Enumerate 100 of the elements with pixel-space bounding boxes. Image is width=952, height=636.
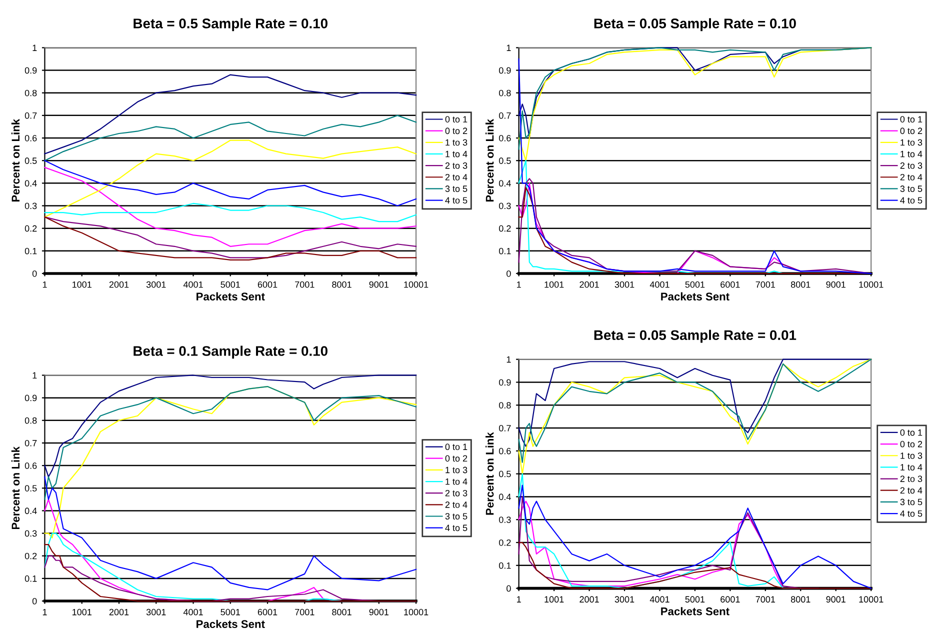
y-tick-label: 0 — [32, 598, 37, 604]
x-tick-label: 1001 — [544, 281, 564, 288]
y-tick-label: 0.2 — [24, 225, 37, 232]
y-tick-label: 0.2 — [499, 225, 511, 232]
x-tick-label: 9001 — [369, 608, 388, 616]
x-tick-label: 2001 — [580, 596, 599, 603]
legend-label: 3 to 5 — [900, 186, 922, 192]
x-tick-label: 8001 — [790, 596, 810, 603]
y-tick-label: 0.2 — [24, 552, 37, 560]
legend-label: 1 to 4 — [900, 464, 922, 470]
legend-label: 4 to 5 — [445, 197, 468, 204]
x-tick-label: 7001 — [295, 281, 314, 288]
y-tick-label: 0.1 — [24, 575, 37, 582]
line-series — [44, 544, 417, 602]
x-tick-label: 3001 — [146, 608, 166, 616]
legend-label: 3 to 5 — [445, 513, 468, 520]
x-tick-label: 10001 — [859, 281, 884, 288]
y-tick-label: 0.8 — [499, 402, 511, 408]
x-axis-title: Packets Sent — [661, 292, 730, 300]
line-series — [44, 74, 417, 154]
legend-label: 0 to 2 — [445, 128, 468, 134]
legend-label: 3 to 5 — [445, 186, 468, 192]
x-tick-label: 6001 — [720, 281, 740, 288]
legend-label: 0 to 1 — [900, 116, 922, 122]
x-tick-label: 9001 — [826, 596, 846, 603]
y-tick-label: 0.9 — [499, 67, 511, 74]
y-tick-label: 0.4 — [499, 180, 511, 187]
legend-label: 2 to 4 — [445, 502, 468, 508]
legend-label: 3 to 5 — [900, 498, 922, 506]
y-tick-label: 0.7 — [24, 112, 37, 119]
y-tick-label: 0 — [506, 585, 511, 592]
legend-label: 2 to 3 — [445, 490, 468, 496]
x-tick-label: 1001 — [544, 596, 564, 603]
legend-label: 1 to 3 — [446, 139, 468, 146]
x-tick-label: 1 — [517, 281, 521, 288]
line-series — [518, 58, 872, 274]
legend-label: 4 to 5 — [900, 197, 922, 204]
legend-label: 2 to 3 — [900, 476, 922, 482]
legend-label: 2 to 4 — [900, 174, 922, 180]
y-tick-label: 0.4 — [499, 494, 511, 500]
x-tick-label: 9001 — [826, 281, 846, 288]
x-tick-label: 6001 — [258, 608, 278, 616]
y-tick-label: 0.8 — [24, 417, 37, 424]
legend-label: 0 to 1 — [900, 429, 922, 436]
x-tick-label: 5001 — [685, 281, 705, 288]
chart-title: Beta = 0.1 Sample Rate = 0.10 — [134, 346, 328, 359]
y-tick-label: 0.4 — [24, 508, 37, 514]
x-tick-label: 7001 — [756, 281, 776, 288]
y-tick-label: 1 — [506, 44, 511, 51]
x-tick-label: 8001 — [332, 608, 352, 616]
line-series — [44, 160, 417, 206]
y-tick-label: 0.6 — [24, 462, 37, 469]
legend-label: 1 to 4 — [900, 150, 922, 158]
y-tick-label: 0.1 — [24, 248, 37, 254]
legend-label: 2 to 3 — [900, 162, 922, 169]
legend-label: 4 to 5 — [445, 524, 468, 532]
x-axis-title: Packets Sent — [196, 620, 265, 628]
legend-label: 0 to 2 — [900, 440, 922, 448]
legend-label: 2 to 4 — [445, 174, 468, 180]
x-tick-label: 9001 — [369, 281, 388, 288]
y-tick-label: 0.7 — [499, 424, 511, 432]
line-series — [44, 166, 417, 247]
legend-label: 1 to 3 — [446, 466, 468, 474]
x-tick-label: 4001 — [183, 281, 203, 288]
legend-label: 0 to 2 — [900, 128, 922, 134]
x-tick-label: 1 — [517, 596, 521, 602]
chart-title: Beta = 0.05 Sample Rate = 0.10 — [594, 18, 796, 32]
x-tick-label: 8001 — [790, 281, 810, 288]
y-tick-label: 0.6 — [499, 134, 511, 142]
y-tick-label: 1 — [506, 356, 511, 363]
line-series — [518, 542, 872, 589]
x-tick-label: 2001 — [109, 608, 129, 616]
x-tick-label: 4001 — [183, 608, 203, 616]
legend-label: 2 to 3 — [445, 162, 468, 169]
x-tick-label: 10001 — [859, 596, 884, 603]
legend-label: 0 to 2 — [445, 455, 468, 462]
x-tick-label: 7001 — [756, 596, 776, 603]
x-tick-label: 3001 — [614, 281, 634, 288]
y-tick-label: 0.7 — [24, 440, 37, 446]
y-tick-label: 0.9 — [24, 67, 37, 74]
x-axis-title: Packets Sent — [661, 607, 730, 616]
y-tick-label: 0.8 — [24, 90, 37, 96]
y-axis-title: Percent on Link — [11, 118, 20, 202]
y-tick-label: 0.9 — [24, 394, 37, 402]
x-tick-label: 5001 — [220, 281, 240, 288]
y-tick-label: 0.5 — [24, 485, 37, 492]
y-tick-label: 0.5 — [499, 470, 511, 478]
x-tick-label: 4001 — [650, 281, 670, 288]
line-series — [44, 386, 417, 500]
y-tick-label: 0.6 — [24, 134, 37, 142]
line-series — [44, 202, 417, 222]
legend-label: 4 to 5 — [900, 510, 922, 517]
x-tick-label: 5001 — [220, 608, 240, 616]
x-tick-label: 10001 — [404, 281, 428, 288]
line-series — [44, 476, 417, 590]
y-tick-label: 0.9 — [499, 379, 511, 386]
x-tick-label: 3001 — [614, 596, 634, 603]
x-tick-label: 1001 — [72, 608, 92, 616]
chart-title: Beta = 0.05 Sample Rate = 0.01 — [594, 330, 796, 343]
line-series — [518, 484, 872, 589]
